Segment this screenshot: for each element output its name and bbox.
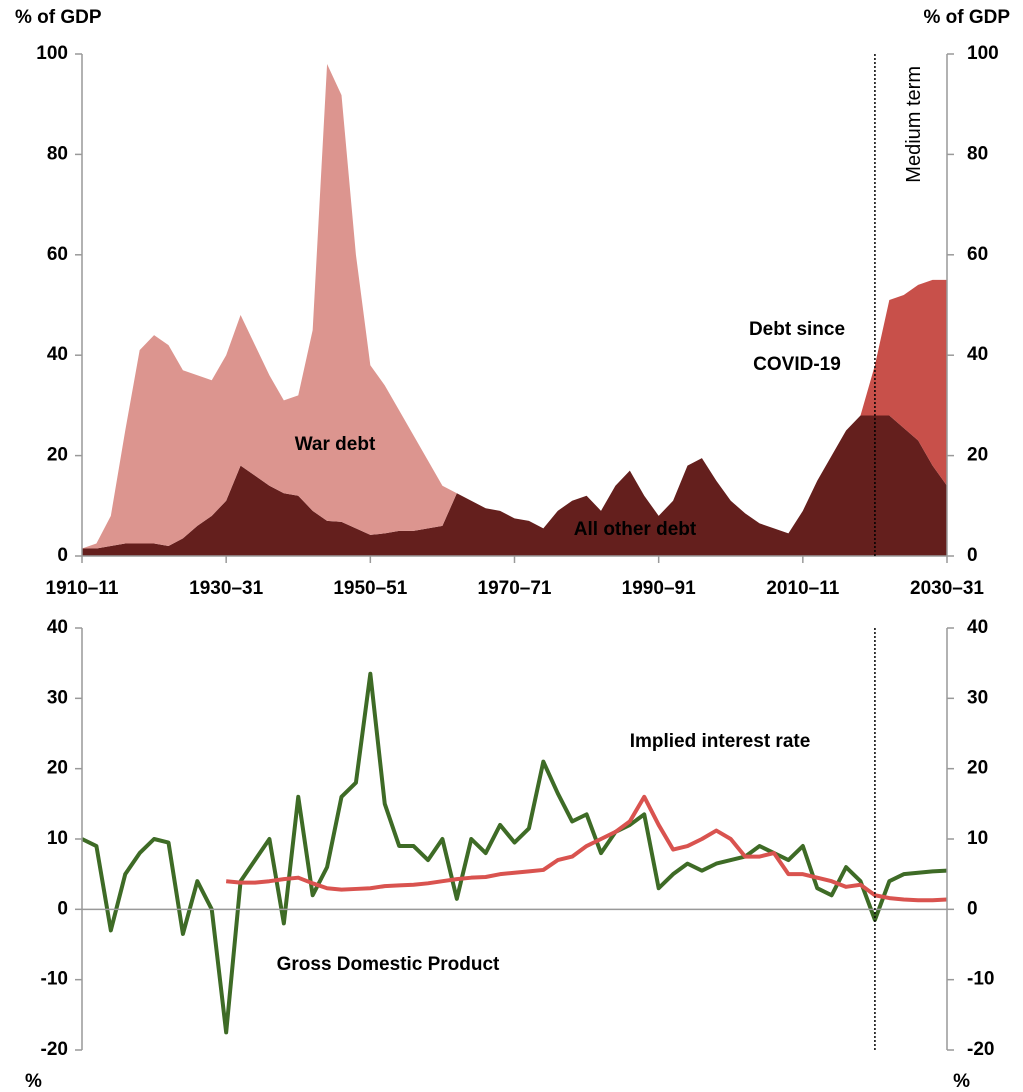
y-tick-label-left: -10: [41, 969, 68, 990]
y-tick-label-left: 10: [47, 828, 68, 849]
area-1: [82, 64, 947, 549]
y-axis-label-right: %: [953, 1071, 970, 1092]
x-tick-label: 1990–91: [622, 578, 696, 599]
x-tick-label: 1910–11: [46, 578, 119, 599]
y-tick-label-left: 0: [57, 898, 68, 919]
line-0: [81, 671, 948, 1035]
y-tick-label-right: -10: [967, 969, 994, 990]
area-0: [82, 415, 947, 556]
y-axis-label-left: %: [25, 1071, 42, 1092]
y-axis-label-right: % of GDP: [923, 7, 1010, 28]
y-tick-label-right: 20: [967, 758, 988, 779]
y-tick-label-right: 40: [967, 617, 988, 638]
y-tick-label-right: 30: [967, 687, 988, 708]
series-label: War debt: [295, 434, 376, 455]
y-tick-label-left: 20: [47, 445, 68, 466]
y-tick-label-left: 0: [57, 545, 68, 566]
x-tick-label: 1970–71: [478, 578, 552, 599]
series-label: Debt since COVID-19: [749, 319, 845, 375]
y-tick-label-left: 100: [36, 43, 68, 64]
y-tick-label-left: 40: [47, 344, 68, 365]
y-tick-label-left: 40: [47, 617, 68, 638]
y-tick-label-right: 0: [967, 545, 978, 566]
y-tick-label-left: 60: [47, 244, 68, 265]
y-tick-label-right: 80: [967, 143, 988, 164]
series-label: Implied interest rate: [630, 731, 811, 752]
y-tick-label-right: 0: [967, 898, 978, 919]
y-tick-label-left: 30: [47, 687, 68, 708]
y-tick-label-left: -20: [41, 1039, 68, 1060]
y-tick-label-right: 20: [967, 445, 988, 466]
y-tick-label-right: 100: [967, 43, 999, 64]
x-tick-label: 1930–31: [189, 578, 263, 599]
series-label: Gross Domestic Product: [277, 954, 500, 975]
series-label-line: Debt since: [749, 319, 845, 340]
x-tick-label: 1950–51: [333, 578, 407, 599]
x-tick-label: 2030–31: [910, 578, 984, 599]
reference-label: Medium term: [903, 66, 925, 183]
line-1: [225, 794, 948, 903]
y-tick-label-right: 10: [967, 828, 988, 849]
series-label-line: COVID-19: [753, 354, 841, 375]
series-label: All other debt: [574, 519, 697, 540]
x-tick-label: 2010–11: [766, 578, 839, 599]
y-tick-label-right: 40: [967, 344, 988, 365]
y-tick-label-right: 60: [967, 244, 988, 265]
y-axis-label-left: % of GDP: [15, 7, 102, 28]
y-tick-label-left: 80: [47, 143, 68, 164]
y-tick-label-right: -20: [967, 1039, 994, 1060]
y-tick-label-left: 20: [47, 758, 68, 779]
